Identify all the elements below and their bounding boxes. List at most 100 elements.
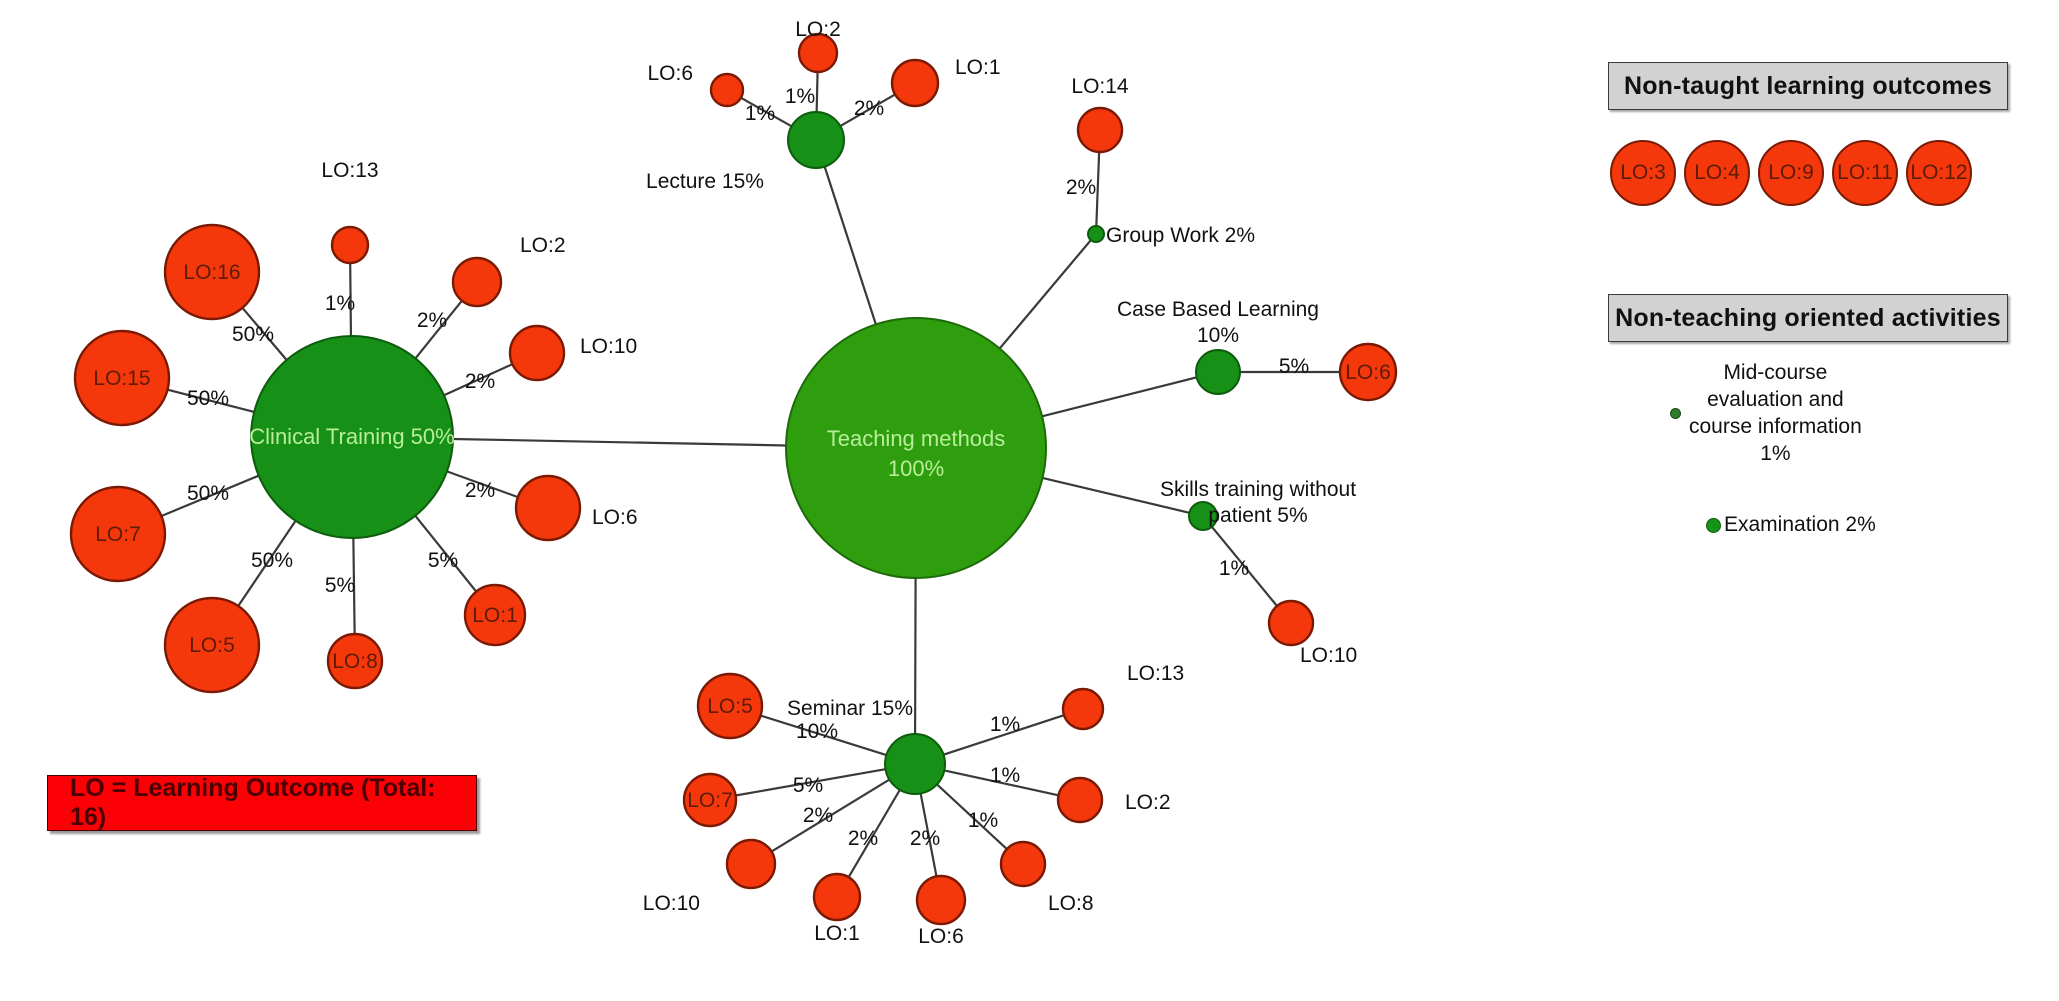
node-clinical-training-lo-4[interactable] xyxy=(326,632,384,690)
node-teaching-methods-value: 100% xyxy=(888,456,944,481)
edge-seminar-to-child-2 xyxy=(770,778,890,853)
edge-root-to-lecture xyxy=(823,166,877,325)
node-clinical-training-lo-6[interactable] xyxy=(514,474,582,542)
node-group-work-lo-0[interactable] xyxy=(1076,106,1124,154)
node-clinical-training-label: Clinical Training 50% xyxy=(249,424,454,449)
node-lecture-lo-0[interactable] xyxy=(709,72,745,108)
edge-clinical-training-to-child-2 xyxy=(160,474,260,518)
percent-lecture-lo-2: 2% xyxy=(854,97,884,120)
node-seminar-lo-1[interactable] xyxy=(682,772,738,828)
edge-clinical-training-to-child-4 xyxy=(352,537,356,635)
label-seminar-lo-1: LO:7 xyxy=(687,789,733,812)
label-clinical-training-lo-3: LO:5 xyxy=(189,634,235,657)
node-seminar-lo-6[interactable] xyxy=(1056,776,1104,824)
percent-clinical-training-lo-0: 50% xyxy=(232,323,274,346)
panel-non-teaching-activities: Non-teaching oriented activities xyxy=(1608,294,2008,342)
node-lecture[interactable] xyxy=(787,111,845,169)
label-clinical-training-lo-6: LO:6 xyxy=(592,506,638,529)
label-clinical-training-lo-2: LO:7 xyxy=(95,523,141,546)
non-taught-lo-chip-2[interactable]: LO:9 xyxy=(1758,140,1824,206)
edge-root-to-skills-training xyxy=(1042,476,1190,514)
panel-non-teaching-title: Non-teaching oriented activities xyxy=(1615,303,2001,332)
non-taught-lo-chip-4[interactable]: LO:12 xyxy=(1906,140,1972,206)
non-taught-lo-chip-3[interactable]: LO:11 xyxy=(1832,140,1898,206)
node-clinical-training-lo-0[interactable] xyxy=(163,223,261,321)
node-clinical-training[interactable] xyxy=(250,335,454,539)
non-taught-lo-chip-row: LO:3 LO:4 LO:9 LO:11 LO:12 xyxy=(1610,140,1972,206)
edge-skills-training-to-child-0 xyxy=(1211,526,1278,607)
edge-clinical-training-to-child-6 xyxy=(446,470,519,499)
node-clinical-training-lo-2[interactable] xyxy=(69,485,167,583)
edge-clinical-training-to-child-3 xyxy=(237,520,297,607)
node-teaching-methods[interactable] xyxy=(785,317,1047,579)
non-taught-lo-chip-0[interactable]: LO:3 xyxy=(1610,140,1676,206)
edge-clinical-training-to-child-7 xyxy=(443,363,513,397)
percent-lecture-lo-0: 1% xyxy=(745,102,775,125)
activity-mid-course-text: Mid-course evaluation and course informati… xyxy=(1689,360,1862,468)
label-case-based-learning-lo-0: LO:6 xyxy=(1345,361,1391,384)
edge-clinical-training-to-child-5 xyxy=(414,515,478,593)
node-lecture-lo-2[interactable] xyxy=(890,58,940,108)
edge-clinical-training-to-child-9 xyxy=(349,262,353,337)
percent-seminar-lo-7: 1% xyxy=(990,713,1020,736)
green-dot-icon xyxy=(1670,408,1681,420)
panel-non-taught-title: Non-taught learning outcomes xyxy=(1623,71,1993,100)
label-group-work-lo-0: LO:14 xyxy=(1071,75,1129,98)
node-seminar-lo-3[interactable] xyxy=(812,872,862,922)
node-clinical-training-lo-5[interactable] xyxy=(463,583,527,647)
edge-seminar-to-child-3 xyxy=(847,789,901,878)
node-clinical-training-lo-8[interactable] xyxy=(451,256,503,308)
node-seminar-label: Seminar 15% xyxy=(787,697,913,720)
node-seminar-lo-7[interactable] xyxy=(1061,687,1105,731)
edge-seminar-to-child-1 xyxy=(735,768,886,797)
activity-mid-course-evaluation: Mid-course evaluation and course informati… xyxy=(1670,360,1970,468)
label-clinical-training-lo-9: LO:13 xyxy=(321,159,378,182)
edge-seminar-to-child-4 xyxy=(919,793,938,877)
edge-seminar-to-child-7 xyxy=(943,714,1065,756)
node-seminar-lo-4[interactable] xyxy=(915,874,967,926)
lo-definition-text: LO = Learning Outcome (Total: 16) xyxy=(70,774,436,831)
activity-examination-text: Examination 2% xyxy=(1724,512,1876,539)
label-skills-training-lo-0: LO:10 xyxy=(1300,644,1357,667)
label-seminar-lo-6: LO:2 xyxy=(1125,791,1171,814)
nodes-layer xyxy=(69,32,1398,926)
node-skills-training-label: Skills training without xyxy=(1160,478,1356,501)
activity-line: evaluation and xyxy=(1707,387,1844,411)
percent-seminar-lo-2: 2% xyxy=(803,804,833,827)
edge-seminar-to-child-0 xyxy=(760,714,887,757)
node-clinical-training-lo-9[interactable] xyxy=(330,225,370,265)
node-clinical-training-lo-1[interactable] xyxy=(73,329,171,427)
node-clinical-training-lo-7[interactable] xyxy=(508,324,566,382)
node-clinical-training-lo-3[interactable] xyxy=(163,596,261,694)
label-seminar-lo-2: LO:10 xyxy=(643,892,700,915)
node-seminar-lo-0[interactable] xyxy=(696,672,764,740)
node-group-work[interactable] xyxy=(1087,225,1105,243)
node-skills-training-percent: patient 5% xyxy=(1208,504,1307,527)
label-seminar-lo-3: LO:1 xyxy=(814,922,860,945)
node-case-based-learning-lo-0[interactable] xyxy=(1338,342,1398,402)
non-taught-lo-chip-1[interactable]: LO:4 xyxy=(1684,140,1750,206)
edge-group-work-to-child-0 xyxy=(1095,151,1101,227)
percent-skills-training-lo-0: 1% xyxy=(1219,557,1249,580)
label-clinical-training-lo-7: LO:10 xyxy=(580,335,637,358)
edge-lecture-to-child-0 xyxy=(740,96,793,128)
percent-seminar-lo-1: 5% xyxy=(793,774,823,797)
node-seminar-lo-2[interactable] xyxy=(725,838,777,890)
activity-examination: Examination 2% xyxy=(1706,512,1876,539)
label-lecture-lo-1: LO:2 xyxy=(795,18,841,41)
edge-lecture-to-child-1 xyxy=(815,71,819,113)
node-lecture-lo-1[interactable] xyxy=(797,32,839,74)
edge-clinical-training-to-child-8 xyxy=(414,299,463,360)
node-seminar-lo-5[interactable] xyxy=(999,840,1047,888)
percent-seminar-lo-5: 1% xyxy=(968,809,998,832)
edge-clinical-training-to-child-1 xyxy=(167,388,255,413)
node-skills-training[interactable] xyxy=(1188,501,1218,531)
label-lecture-lo-0: LO:6 xyxy=(647,62,693,85)
label-seminar-lo-4: LO:6 xyxy=(918,925,964,948)
percent-case-based-learning-lo-0: 5% xyxy=(1279,355,1309,378)
percent-clinical-training-lo-8: 2% xyxy=(417,309,447,332)
node-case-based-learning[interactable] xyxy=(1195,349,1241,395)
node-skills-training-lo-0[interactable] xyxy=(1267,599,1315,647)
node-seminar[interactable] xyxy=(884,733,946,795)
edge-root-to-clinical-training xyxy=(452,437,787,447)
